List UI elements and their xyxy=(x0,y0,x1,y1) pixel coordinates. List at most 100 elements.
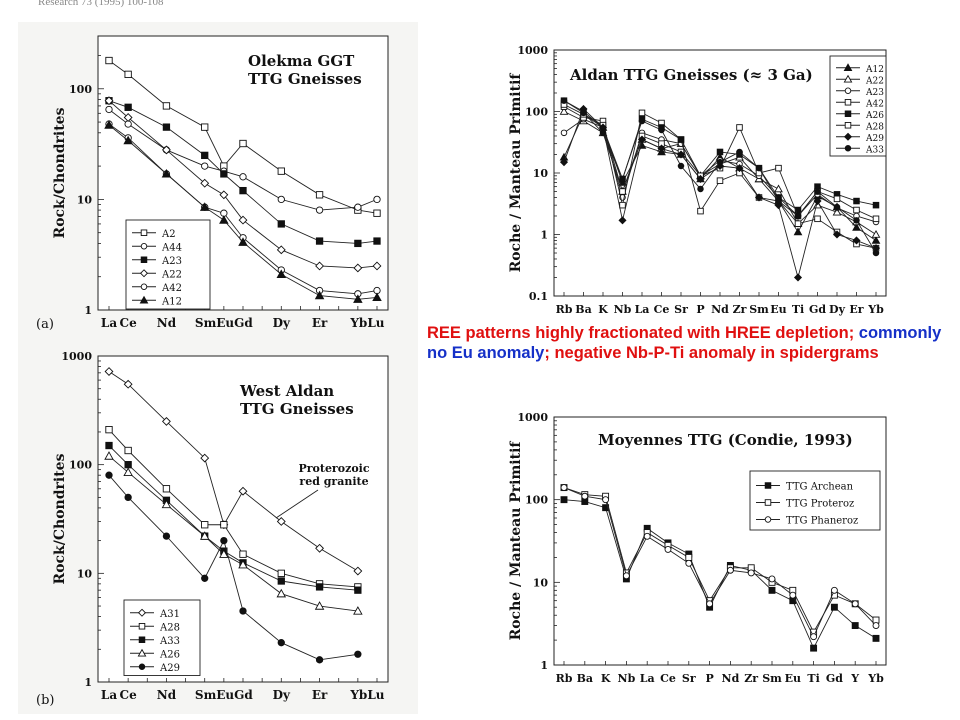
y-axis-label: Rock/Chondrites xyxy=(52,453,68,584)
data-point-TTG Phaneroz xyxy=(602,496,610,504)
legend-label: A33 xyxy=(865,145,884,155)
plot-group-west_aldan: 1 10 100 1000 La Ce Nd SmEuGd Dy Er YbLu Rock/Chond… xyxy=(36,350,389,708)
data-point-A29 xyxy=(657,144,666,153)
y-axis-label: Roche / Manteau Primitif xyxy=(508,441,524,641)
legend-label: TTG Proteroz xyxy=(786,499,854,510)
y-axis-label: Roche / Manteau Primitif xyxy=(508,73,524,273)
x-tick-label: Gd xyxy=(826,672,843,685)
legend-label: A29 xyxy=(865,134,884,144)
data-point-A33 xyxy=(755,164,763,172)
x-tick-label: Sm xyxy=(749,303,769,316)
data-point-A2 xyxy=(373,209,381,217)
legend-label: A22 xyxy=(161,269,182,280)
x-tick-label: Ba xyxy=(577,672,593,685)
legend-box xyxy=(125,219,211,310)
data-point-A29 xyxy=(239,607,247,615)
y-tick-label: 10 xyxy=(533,167,549,180)
chart-west-aldan-svg: 1 10 100 1000 La Ce Nd SmEuGd Dy Er YbLu Rock/Chond… xyxy=(36,350,389,708)
y-tick-label: 1 xyxy=(84,304,92,317)
data-point-A22 xyxy=(219,190,229,200)
x-tick-label: Ti xyxy=(792,303,804,316)
chart-west-aldan-ree: 1 10 100 1000 La Ce Nd SmEuGd Dy Er YbLu Rock/Chond… xyxy=(18,342,418,714)
x-tick-label: Ce xyxy=(120,316,138,330)
x-tick-label: Eu xyxy=(770,303,786,316)
x-tick-label: K xyxy=(601,672,611,685)
legend-marker xyxy=(140,283,148,291)
x-tick-label: Sr xyxy=(674,303,688,316)
data-point-A29 xyxy=(618,216,627,225)
legend-marker xyxy=(843,132,853,141)
x-tick-label: Eu xyxy=(785,672,801,685)
data-point-A33 xyxy=(833,203,841,211)
chart-aldan-svg: 0.1 1 10 100 1000 Rb Ba K Nb La Ce Sr P Nd Zr Sm Eu Ti Gd D… xyxy=(508,44,887,316)
data-point-A33 xyxy=(277,577,285,585)
data-point-A22 xyxy=(372,261,382,271)
x-tick-label: Er xyxy=(312,688,328,702)
legend-marker xyxy=(140,229,148,236)
data-point-A28 xyxy=(277,569,285,577)
legend-label: A23 xyxy=(865,88,884,98)
data-point-A12 xyxy=(276,269,287,279)
data-point-A42 xyxy=(697,207,704,215)
data-point-A29 xyxy=(852,236,861,245)
data-point-A26 xyxy=(199,531,210,540)
legend-marker xyxy=(138,663,146,671)
legend-label: TTG Phaneroz xyxy=(786,516,858,527)
data-point-A2 xyxy=(201,123,209,131)
data-point-A42 xyxy=(814,215,821,223)
data-point-A31 xyxy=(123,379,133,389)
data-point-TTG Phaneroz xyxy=(685,559,693,567)
data-point-TTG Archean xyxy=(872,634,880,642)
x-tick-label: Nd xyxy=(157,688,177,702)
legend-marker xyxy=(843,63,853,71)
data-point-A22 xyxy=(276,245,286,255)
data-point-A26 xyxy=(677,136,685,143)
data-point-A26 xyxy=(123,467,133,476)
data-point-A22 xyxy=(123,113,133,122)
data-point-A28 xyxy=(162,485,171,493)
chart-subtitle: TTG Gneisses xyxy=(248,70,362,88)
x-tick-label: La xyxy=(635,303,650,316)
data-point-A22 xyxy=(200,178,210,188)
legend-label: TTG Archean xyxy=(786,482,854,493)
x-tick-label: La xyxy=(640,672,655,685)
x-tick-label: La xyxy=(101,688,117,702)
legend-marker xyxy=(139,269,149,278)
data-point-A33 xyxy=(814,188,821,195)
data-point-A26 xyxy=(238,559,248,569)
x-tick-label: Rb xyxy=(556,672,573,685)
data-point-A44 xyxy=(373,195,381,204)
data-point-A22 xyxy=(832,207,842,216)
x-tick-label: Nb xyxy=(618,672,636,685)
data-point-A29 xyxy=(277,639,285,647)
note-text-highlight: commonly no Eu anomaly xyxy=(427,324,942,362)
series-line-A42 xyxy=(108,123,378,295)
x-tick-label: P xyxy=(696,303,704,316)
legend-marker xyxy=(137,648,147,657)
data-point-A33 xyxy=(354,586,362,594)
data-point-A29 xyxy=(735,164,744,173)
legend-box xyxy=(749,470,881,531)
data-point-A28 xyxy=(105,426,113,434)
y-tick-label: 100 xyxy=(69,83,92,96)
x-tick-label: Ti xyxy=(807,672,819,685)
data-point-TTG Archean xyxy=(560,496,568,504)
x-tick-label: Yb xyxy=(867,672,884,685)
data-point-TTG Phaneroz xyxy=(664,545,672,553)
data-point-A33 xyxy=(658,126,665,134)
data-point-TTG Phaneroz xyxy=(830,586,838,594)
data-point-A33 xyxy=(560,97,568,104)
data-point-A33 xyxy=(315,583,324,591)
data-point-A23 xyxy=(201,151,209,160)
y-tick-label: 100 xyxy=(525,494,548,507)
data-point-A2 xyxy=(315,191,324,199)
data-point-A2 xyxy=(162,102,171,110)
y-axis-label: Rock/Chondrites xyxy=(52,107,68,238)
y-tick-label: 100 xyxy=(69,459,92,472)
legend-label: A42 xyxy=(161,283,182,294)
data-point-A29 xyxy=(162,532,171,540)
legend-marker xyxy=(137,608,147,617)
legend-label: A31 xyxy=(159,609,180,620)
data-point-A12 xyxy=(238,237,248,246)
